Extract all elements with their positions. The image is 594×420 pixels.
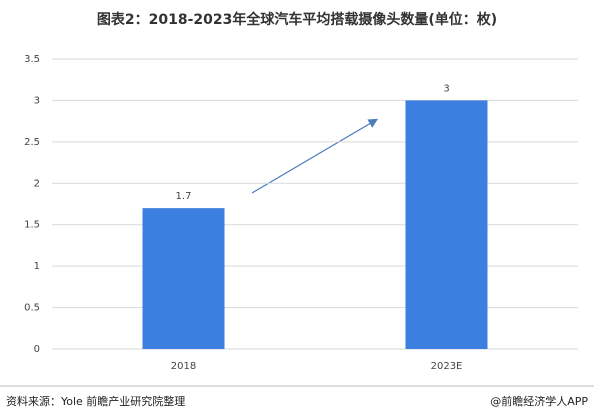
y-tick-label: 0 [34,344,40,355]
data-label: 1.7 [176,191,192,202]
y-tick-label: 3 [34,95,40,106]
y-tick-label: 0.5 [24,303,40,314]
x-tick-label: 2018 [171,361,196,372]
x-tick-label: 2023E [431,361,463,372]
bar [405,100,488,349]
y-tick-label: 2.5 [24,137,40,148]
y-tick-label: 3.5 [24,54,40,65]
trend-arrow [251,118,379,194]
source-note: 资料来源：Yole 前瞻产业研究院整理 [6,394,185,408]
y-tick-label: 1 [34,261,40,272]
data-label: 3 [443,83,449,94]
chart-title: 图表2：2018-2023年全球汽车平均搭载摄像头数量(单位：枚) [97,11,497,28]
credit: @前瞻经济学人APP [490,394,588,408]
y-tick-label: 2 [34,178,40,189]
y-tick-label: 1.5 [24,220,40,231]
bar [142,208,225,349]
